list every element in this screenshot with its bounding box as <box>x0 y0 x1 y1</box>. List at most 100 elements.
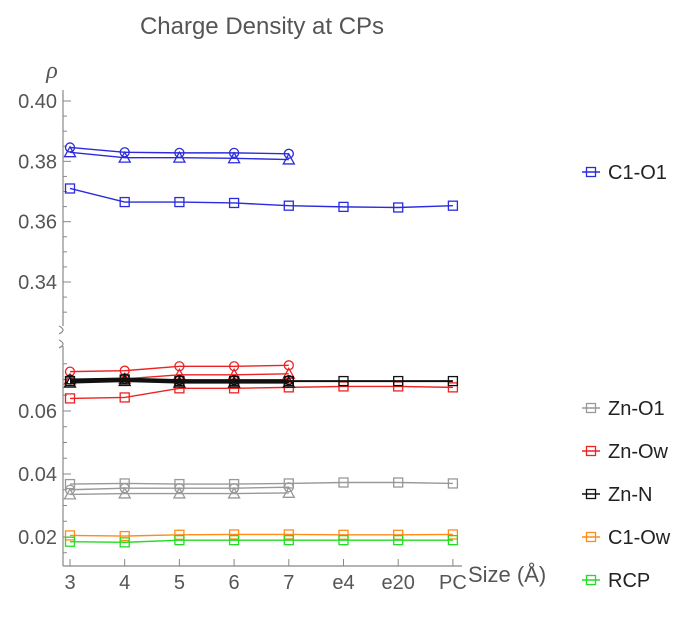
series-line <box>69 385 453 400</box>
data-point <box>393 202 404 213</box>
data-point <box>118 374 132 387</box>
series-line <box>69 187 453 209</box>
data-point <box>118 486 132 499</box>
legend-label: Zn-Ow <box>608 441 669 463</box>
y-axis-label: ρ <box>45 58 58 84</box>
data-point <box>174 483 185 494</box>
data-point <box>282 152 296 165</box>
data-point <box>283 374 294 386</box>
series-unlabeled-triangle <box>63 145 296 165</box>
legend-item-zn-o1: Zn-O1 <box>582 398 665 420</box>
legend-item-zn-n: Zn-N <box>582 484 652 506</box>
series-line <box>69 539 453 544</box>
data-point <box>227 151 241 164</box>
legend-label: C1-Ow <box>608 527 671 549</box>
data-point <box>172 375 187 388</box>
data-point <box>283 482 294 493</box>
series-c1-o1-square <box>64 183 459 213</box>
data-point <box>227 375 241 388</box>
legend-label: RCP <box>608 570 650 592</box>
series-line <box>69 533 453 537</box>
data-point <box>64 536 76 547</box>
data-point <box>119 537 130 548</box>
series-unlabeled-triangle <box>63 374 296 388</box>
series-line <box>69 492 289 496</box>
legend-item-rcp: RCP <box>582 570 650 592</box>
data-point <box>174 196 185 208</box>
lower-y-tick-label: 0.02 <box>18 527 57 549</box>
series-line <box>69 377 289 382</box>
data-point <box>64 374 76 385</box>
data-point <box>118 150 132 163</box>
series-unlabeled-circle <box>64 142 294 159</box>
axes <box>58 90 462 567</box>
lower-y-tick-label: 0.04 <box>18 464 57 486</box>
data-point <box>64 530 76 541</box>
upper-y-tick-label: 0.36 <box>18 212 57 234</box>
chart-title: Charge Density at CPs <box>140 13 384 40</box>
data-point <box>228 535 240 546</box>
legend: C1-O1 Zn-O1 Zn-Ow Zn-N C1-Ow RCP <box>582 162 671 592</box>
x-tick-label: PC <box>439 572 467 594</box>
data-point <box>64 393 76 404</box>
data-point <box>174 535 185 546</box>
legend-marker <box>585 166 597 178</box>
data-point <box>228 147 240 159</box>
data-point <box>63 487 77 500</box>
data-point <box>119 483 130 494</box>
series-line <box>69 481 453 485</box>
data-point <box>283 200 294 211</box>
data-point <box>338 535 349 546</box>
data-point <box>63 375 77 388</box>
x-tick-label: 3 <box>64 572 75 594</box>
legend-item-c1-o1: C1-O1 <box>582 162 667 184</box>
data-point <box>227 486 241 499</box>
upper-y-tick-label: 0.38 <box>18 151 57 173</box>
data-point <box>228 374 240 386</box>
legend-marker <box>585 445 597 457</box>
x-ticks: 3 4 5 6 7 e4 e20 PC <box>64 559 467 594</box>
data-point <box>283 535 294 546</box>
data-point <box>338 375 349 387</box>
lower-y-ticks: 0.02 0.04 0.06 <box>18 363 71 554</box>
data-point <box>119 147 130 158</box>
data-point <box>63 145 77 158</box>
x-tick-label: 6 <box>229 572 240 594</box>
series-rcp-square <box>64 535 459 548</box>
data-point <box>447 375 459 387</box>
data-point <box>172 486 187 499</box>
legend-label: Zn-N <box>608 484 652 506</box>
data-point <box>447 529 459 540</box>
x-axis-label: Size (Å) <box>468 562 546 587</box>
data-point <box>64 142 76 153</box>
series-unlabeled-triangle <box>63 486 296 500</box>
series-c1-ow-square <box>64 529 459 542</box>
data-point <box>283 148 294 159</box>
legend-item-zn-ow: Zn-Ow <box>582 441 669 463</box>
data-point <box>228 383 240 394</box>
legend-marker <box>585 488 597 500</box>
data-point <box>338 529 349 540</box>
data-point <box>393 477 404 488</box>
data-point <box>447 478 459 489</box>
data-point <box>119 392 130 403</box>
series-line <box>69 380 289 384</box>
data-point <box>283 529 294 540</box>
data-point <box>282 486 296 498</box>
data-point <box>393 535 404 546</box>
legend-label: Zn-O1 <box>608 398 665 420</box>
legend-label: C1-O1 <box>608 162 667 184</box>
data-point <box>338 201 349 213</box>
x-tick-label: e20 <box>382 572 415 594</box>
data-point <box>174 374 185 386</box>
data-point <box>393 375 404 387</box>
data-point <box>283 360 294 371</box>
data-point <box>172 150 187 163</box>
data-point <box>119 373 130 384</box>
data-point <box>64 183 76 194</box>
data-point <box>174 383 185 394</box>
data-point <box>119 196 130 208</box>
legend-marker <box>585 574 597 586</box>
upper-y-ticks: 0.34 0.36 0.38 0.40 <box>18 91 71 313</box>
